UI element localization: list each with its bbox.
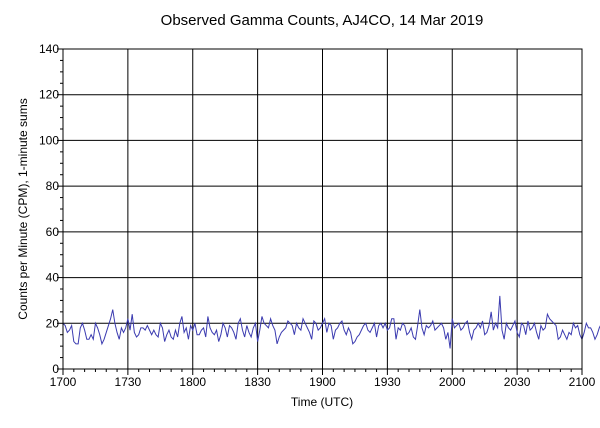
y-axis-label: Counts per Minute (CPM), 1-minute sums xyxy=(16,98,30,319)
x-tick-label: 1930 xyxy=(374,375,401,389)
x-tick-label: 2000 xyxy=(439,375,466,389)
y-tick-label: 40 xyxy=(46,271,60,285)
y-tick-label: 20 xyxy=(46,316,60,330)
plot-frame xyxy=(62,48,583,370)
x-tick-label: 1830 xyxy=(244,375,271,389)
y-tick-label: 100 xyxy=(39,133,59,147)
y-tick-label: 120 xyxy=(39,88,59,102)
x-axis-label: Time (UTC) xyxy=(291,395,353,409)
x-tick-label: 1800 xyxy=(179,375,206,389)
grid xyxy=(63,49,582,369)
y-tick-labels: 0 20 40 60 80 100 120 140 xyxy=(39,42,59,376)
x-tick-label: 2100 xyxy=(569,375,596,389)
y-tick-label: 0 xyxy=(52,362,59,376)
y-tick-label: 80 xyxy=(46,179,60,193)
x-tick-label: 2030 xyxy=(504,375,531,389)
y-tick-label: 60 xyxy=(46,225,60,239)
series-line xyxy=(62,295,600,349)
y-tick-label: 140 xyxy=(39,42,59,56)
x-tick-labels: 1700 1730 1800 1830 1900 1930 2000 2030 2100 xyxy=(50,375,596,389)
x-tick-label: 1730 xyxy=(115,375,142,389)
x-tick-label: 1700 xyxy=(50,375,77,389)
chart-title: Observed Gamma Counts, AJ4CO, 14 Mar 201… xyxy=(161,12,484,29)
x-tick-label: 1900 xyxy=(309,375,336,389)
